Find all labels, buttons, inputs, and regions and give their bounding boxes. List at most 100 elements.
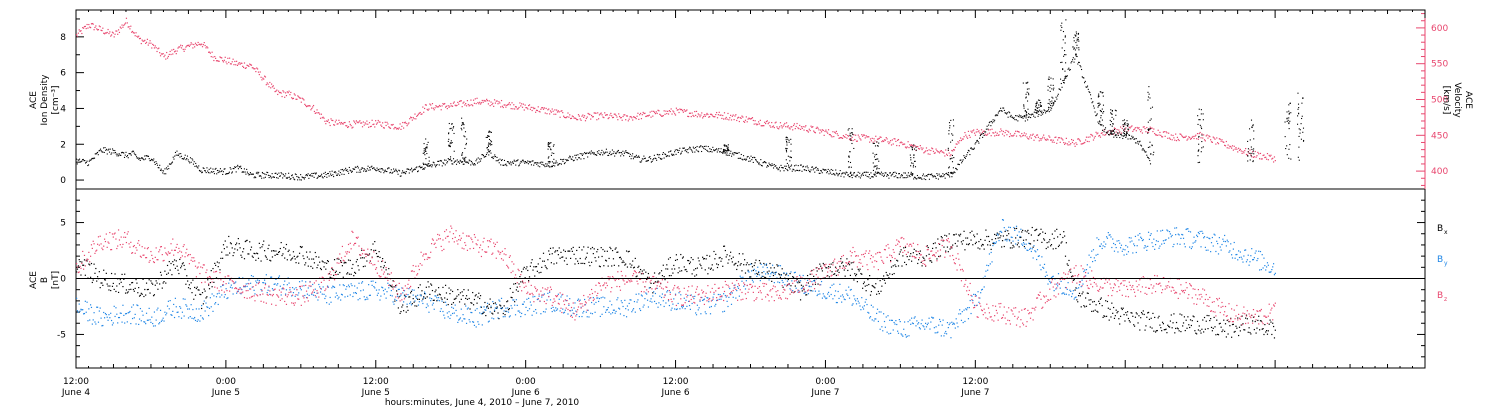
velocity-point bbox=[284, 96, 286, 98]
velocity-point bbox=[514, 106, 517, 108]
density-point bbox=[184, 154, 186, 156]
b-bx-point bbox=[960, 241, 963, 243]
density-point bbox=[657, 154, 659, 156]
b-bx-point bbox=[227, 254, 229, 256]
velocity-point bbox=[474, 98, 476, 100]
b-bx-point bbox=[805, 294, 807, 296]
b-bx-point bbox=[348, 273, 350, 275]
density-point bbox=[233, 168, 235, 170]
b-bx-point bbox=[238, 243, 240, 245]
b-bx-point bbox=[671, 268, 673, 270]
density-point bbox=[569, 155, 571, 157]
velocity-point bbox=[1266, 152, 1269, 155]
velocity-point bbox=[802, 126, 804, 128]
density-point bbox=[857, 171, 859, 173]
velocity-point bbox=[1197, 138, 1199, 140]
density-point bbox=[1131, 137, 1134, 139]
b-bx-point bbox=[379, 256, 381, 259]
density-point bbox=[468, 159, 470, 161]
velocity-point bbox=[626, 115, 629, 117]
velocity-point bbox=[1259, 152, 1262, 155]
b-bx-point bbox=[486, 305, 489, 307]
density-point bbox=[822, 168, 824, 170]
x-tick-time-label: 12:00 bbox=[63, 377, 89, 387]
density-point bbox=[792, 168, 794, 170]
velocity-point bbox=[1098, 135, 1100, 137]
b-bx-point bbox=[190, 282, 192, 284]
velocity-point bbox=[917, 146, 919, 148]
b-bx-point bbox=[291, 257, 294, 259]
b-bx-point bbox=[351, 267, 353, 269]
density-spike-point bbox=[911, 147, 913, 149]
velocity-point bbox=[632, 119, 634, 121]
velocity-point bbox=[1141, 132, 1144, 134]
density-point bbox=[656, 159, 658, 161]
density-point bbox=[371, 165, 373, 167]
b-bx-point bbox=[182, 262, 184, 264]
velocity-point bbox=[429, 103, 431, 105]
b-bx-point bbox=[618, 256, 621, 259]
density-spike-point bbox=[951, 154, 953, 156]
b-bx-point bbox=[591, 246, 594, 249]
b-bx-point bbox=[614, 248, 616, 250]
velocity-point bbox=[106, 31, 108, 34]
velocity-point bbox=[1107, 130, 1109, 132]
density-point bbox=[746, 158, 748, 160]
density-point bbox=[1033, 115, 1035, 117]
velocity-point bbox=[510, 108, 512, 110]
velocity-point bbox=[403, 122, 406, 124]
b-bx-point bbox=[111, 285, 114, 287]
velocity-point bbox=[847, 134, 849, 137]
density-point bbox=[986, 125, 988, 127]
velocity-point bbox=[1173, 137, 1175, 139]
velocity-point bbox=[972, 130, 974, 132]
density-point bbox=[880, 171, 883, 173]
b-bx-point bbox=[150, 280, 152, 282]
density-spike-point bbox=[463, 135, 465, 137]
density-point bbox=[893, 176, 895, 178]
b-bx-point bbox=[131, 281, 134, 284]
b-bx-point bbox=[318, 256, 320, 258]
b-bx-point bbox=[1134, 316, 1137, 318]
b-bx-point bbox=[999, 237, 1001, 239]
velocity-point bbox=[771, 121, 773, 124]
velocity-point bbox=[990, 135, 992, 137]
b-bx-point bbox=[149, 292, 151, 294]
velocity-point bbox=[221, 57, 223, 59]
velocity-point bbox=[340, 123, 342, 125]
b-bx-point bbox=[834, 266, 837, 268]
density-spike-point bbox=[1248, 128, 1251, 130]
velocity-point bbox=[358, 121, 360, 123]
density-point bbox=[633, 156, 635, 158]
density-point bbox=[796, 169, 799, 172]
velocity-point bbox=[960, 139, 963, 142]
b-bx-point bbox=[280, 241, 282, 244]
density-point bbox=[392, 171, 394, 173]
density-spike-point bbox=[950, 172, 952, 175]
density-spike-point bbox=[1052, 104, 1054, 106]
density-point bbox=[1061, 86, 1063, 88]
b-bx-point bbox=[679, 270, 681, 272]
velocity-point bbox=[1150, 127, 1152, 129]
b-bx-point bbox=[789, 272, 791, 275]
density-point bbox=[785, 165, 787, 167]
x-tick-day-label: June 5 bbox=[361, 388, 390, 398]
velocity-point bbox=[764, 121, 766, 123]
b-bx-point bbox=[144, 288, 146, 291]
b-bx-point bbox=[880, 290, 882, 292]
density-spike-point bbox=[911, 173, 913, 175]
density-spike-point bbox=[1098, 102, 1100, 104]
density-spike-point bbox=[951, 171, 953, 174]
density-point bbox=[884, 172, 886, 174]
velocity-point bbox=[308, 104, 310, 107]
b-bx-point bbox=[753, 264, 755, 267]
velocity-point bbox=[827, 132, 829, 134]
velocity-point bbox=[871, 137, 873, 139]
b-bx-point bbox=[977, 247, 979, 249]
density-spike-point bbox=[1301, 117, 1303, 120]
b-bx-point bbox=[843, 269, 845, 271]
density-point bbox=[379, 168, 381, 170]
density-spike-point bbox=[1025, 97, 1027, 99]
velocity-point bbox=[840, 136, 842, 139]
velocity-point bbox=[1004, 132, 1006, 134]
